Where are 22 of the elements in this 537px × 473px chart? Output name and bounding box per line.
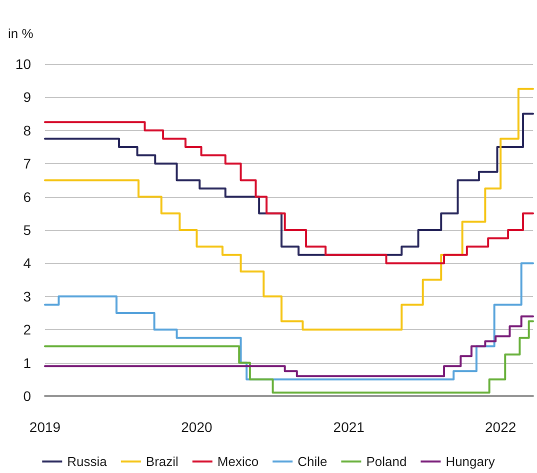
y-tick-label: 8 bbox=[23, 122, 32, 138]
x-tick-label: 2019 bbox=[29, 419, 61, 435]
y-tick-label: 4 bbox=[23, 255, 32, 272]
legend-label: Russia bbox=[67, 454, 108, 469]
y-tick-label: 5 bbox=[23, 222, 32, 238]
y-tick-label: 0 bbox=[23, 388, 32, 404]
y-tick-label: 10 bbox=[15, 56, 32, 72]
legend-label: Poland bbox=[366, 454, 407, 469]
legend-label: Chile bbox=[298, 454, 328, 469]
y-tick-label: 9 bbox=[23, 89, 32, 106]
y-tick-label: 7 bbox=[23, 156, 32, 172]
y-tick-label: 6 bbox=[23, 188, 32, 205]
x-tick-label: 2020 bbox=[181, 419, 212, 435]
y-tick-label: 1 bbox=[23, 354, 32, 371]
y-tick-label: 2 bbox=[23, 322, 32, 338]
x-tick-label: 2021 bbox=[333, 419, 365, 435]
legend-label: Mexico bbox=[217, 454, 259, 469]
y-tick-label: 3 bbox=[23, 288, 32, 304]
legend-label: Hungary bbox=[446, 454, 496, 469]
legend-label: Brazil bbox=[146, 454, 179, 469]
x-tick-label: 2022 bbox=[485, 419, 516, 435]
y-axis-title: in % bbox=[8, 26, 34, 41]
